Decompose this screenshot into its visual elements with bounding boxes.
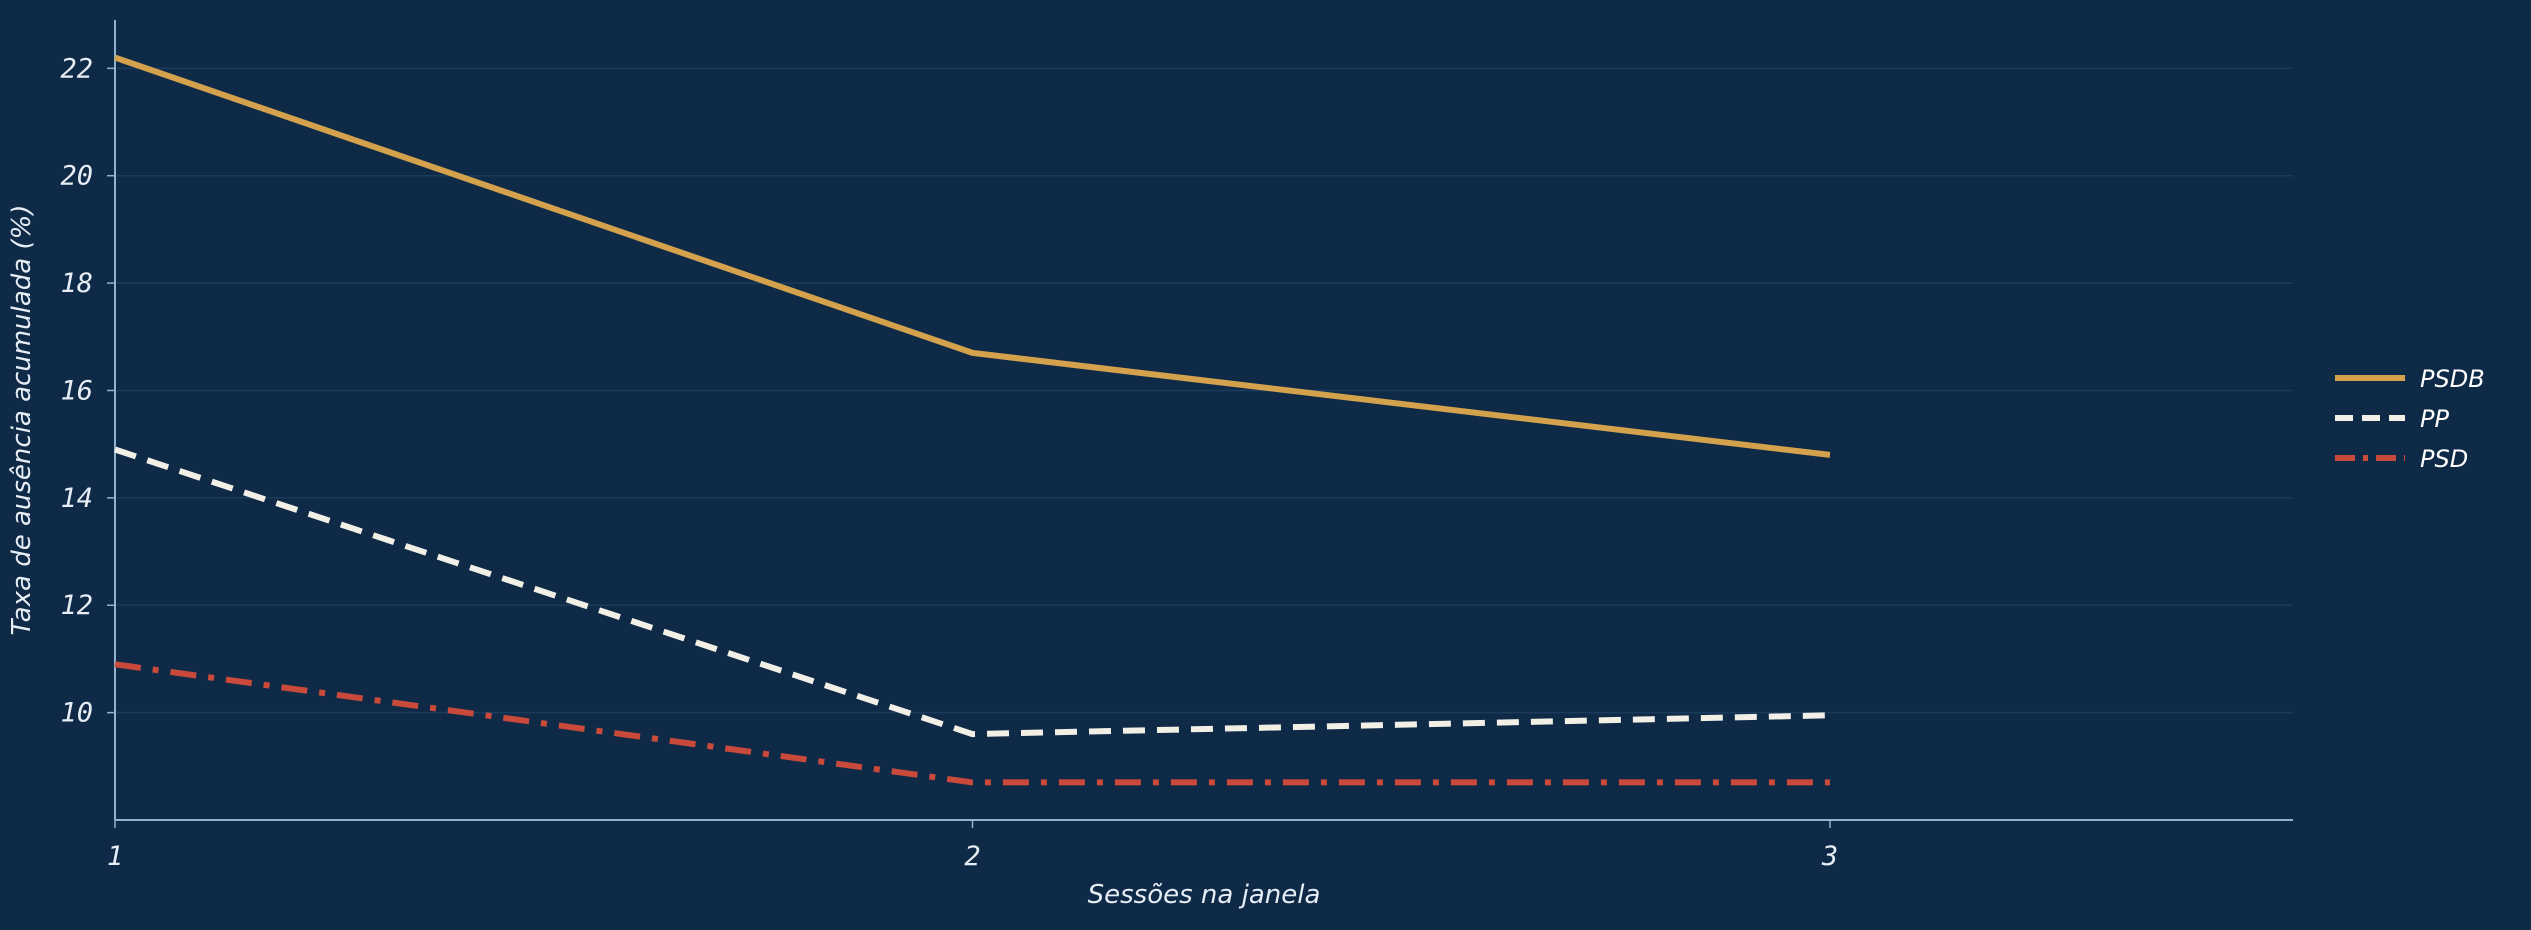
legend: PSDB PP PSD xyxy=(2335,365,2485,473)
y-tick-label: 10 xyxy=(60,698,93,729)
y-tick-label: 18 xyxy=(60,268,93,299)
series-lines xyxy=(114,54,1831,786)
y-tick-label: 12 xyxy=(60,590,93,621)
legend-label-psd: PSD xyxy=(2420,445,2468,473)
y-tick-label: 20 xyxy=(60,161,93,192)
y-tick-label: 16 xyxy=(60,375,93,406)
axes xyxy=(107,20,2293,828)
legend-label-psdb: PSDB xyxy=(2420,365,2485,393)
x-tick-label: 3 xyxy=(1821,841,1838,872)
series-line-psd xyxy=(114,661,1830,786)
grid-lines xyxy=(115,67,2293,714)
y-axis-title: Taxa de ausência acumulada (%) xyxy=(7,205,37,636)
x-axis-title: Sessões na janela xyxy=(1088,880,1321,910)
y-tick-label: 22 xyxy=(60,53,93,84)
series-line-psdb xyxy=(114,54,1831,458)
x-tick-label: 2 xyxy=(964,841,980,872)
y-tick-label: 14 xyxy=(60,483,93,514)
series-line-pp xyxy=(114,446,1831,738)
legend-label-pp: PP xyxy=(2420,405,2449,433)
x-tick-label: 1 xyxy=(107,841,123,872)
